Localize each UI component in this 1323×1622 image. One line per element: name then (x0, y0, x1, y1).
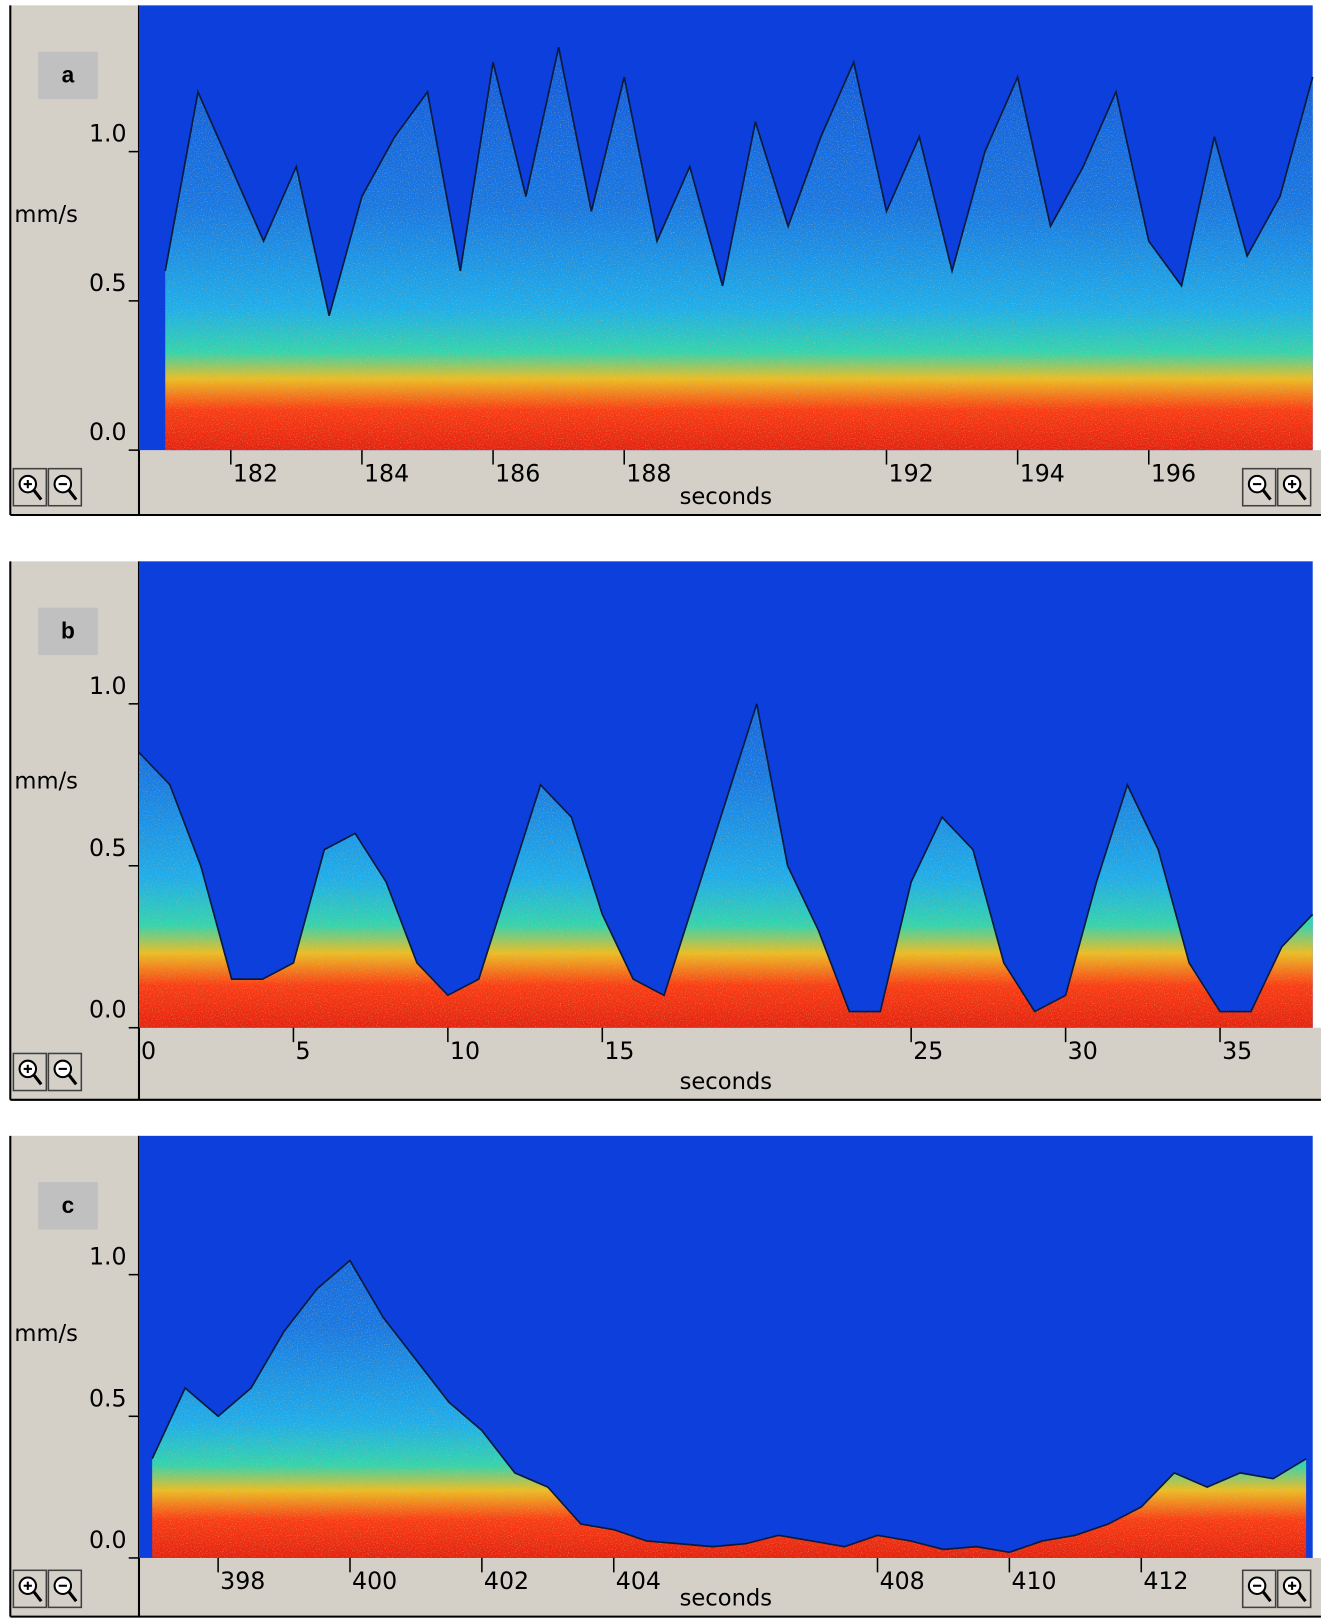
panel-label-box (38, 51, 98, 100)
envelope-line (151, 1259, 1307, 1554)
zoom-icon (32, 1074, 43, 1086)
panel-label-box (38, 607, 98, 656)
spectrum-speckle (138, 703, 1313, 1028)
x-axis-label: seconds (680, 484, 773, 510)
zoom-icon (67, 489, 78, 501)
x-tick-label: 404 (616, 1567, 661, 1595)
panel-label-box (38, 1182, 98, 1230)
x-axis-panel (138, 1557, 1321, 1617)
x-tick-label: 5 (295, 1037, 310, 1065)
zoom-icon (1262, 489, 1272, 501)
y-tick-label: 0.5 (89, 269, 127, 297)
y-axis-label: mm/s (14, 202, 78, 228)
x-tick-label: 402 (484, 1567, 529, 1595)
zoom-icon (67, 1590, 78, 1603)
x-tick-label: 408 (880, 1567, 925, 1595)
envelope-line (164, 46, 1314, 316)
spectrum-speckle (152, 1260, 1307, 1558)
x-tick-label: 35 (1222, 1037, 1252, 1065)
y-tick-label: 1.0 (89, 120, 127, 148)
x-tick-label: 25 (913, 1037, 943, 1065)
x-tick-label: 412 (1143, 1567, 1188, 1595)
envelope-line (138, 703, 1314, 1013)
x-axis-panel (138, 1027, 1321, 1100)
y-tick-label: 0.0 (89, 996, 127, 1024)
y-axis-label: mm/s (14, 769, 78, 795)
x-tick-label: 184 (364, 459, 409, 487)
y-tick-label: 1.0 (89, 672, 127, 700)
panel-label: c (62, 1192, 75, 1218)
x-tick-label: 186 (495, 459, 540, 487)
zoom-icon (32, 1590, 43, 1603)
panel-label: b (61, 617, 75, 643)
zoom-icon (1297, 1590, 1307, 1603)
zoom-icon (1297, 489, 1307, 501)
panel-label: a (62, 61, 75, 87)
y-tick-label: 1.0 (89, 1243, 127, 1271)
x-tick-label: 192 (889, 459, 934, 487)
zoom-icon (32, 489, 43, 501)
x-tick-label: 398 (220, 1567, 265, 1595)
x-axis-panel (138, 450, 1321, 515)
x-tick-label: 188 (626, 459, 671, 487)
x-tick-label: 194 (1020, 459, 1065, 487)
y-tick-label: 0.0 (89, 418, 127, 446)
y-axis-label: mm/s (14, 1321, 78, 1347)
spectrum-speckle (165, 47, 1313, 451)
y-tick-label: 0.5 (89, 834, 127, 862)
zoom-icon (1262, 1590, 1272, 1603)
x-tick-label: 400 (352, 1567, 397, 1595)
zoom-icon (67, 1074, 78, 1086)
y-tick-label: 0.0 (89, 1526, 127, 1554)
x-tick-label: 30 (1068, 1037, 1098, 1065)
x-tick-label: 0 (141, 1037, 156, 1065)
x-tick-label: 196 (1151, 459, 1196, 487)
x-axis-label: seconds (680, 1069, 773, 1095)
x-tick-label: 182 (233, 459, 278, 487)
x-axis-label: seconds (680, 1586, 773, 1612)
x-tick-label: 15 (604, 1037, 634, 1065)
y-tick-label: 0.5 (89, 1384, 127, 1412)
x-tick-label: 410 (1011, 1567, 1056, 1595)
x-tick-label: 10 (450, 1037, 480, 1065)
